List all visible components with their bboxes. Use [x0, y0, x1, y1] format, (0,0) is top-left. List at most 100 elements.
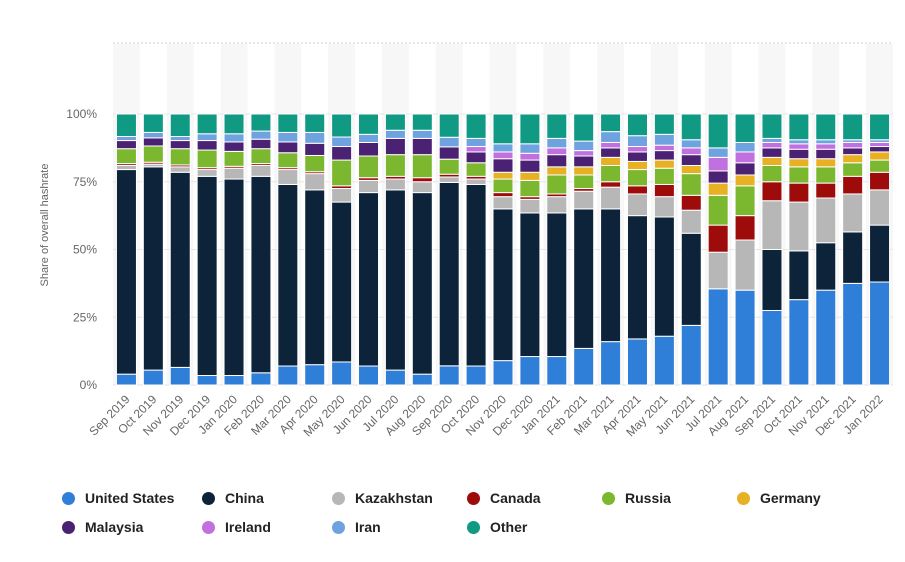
bar-segment[interactable] [653, 150, 675, 161]
bar-segment[interactable] [196, 133, 218, 142]
bar-segment[interactable] [250, 148, 272, 165]
bar-segment[interactable] [411, 129, 433, 139]
bar-segment[interactable] [869, 146, 891, 153]
bar-segment[interactable] [653, 335, 675, 386]
bar-segment[interactable] [600, 164, 622, 183]
bar-segment[interactable] [465, 113, 487, 139]
bar-segment[interactable] [761, 309, 783, 386]
bar-segment[interactable] [546, 196, 568, 214]
bar-segment[interactable] [223, 133, 245, 143]
bar-segment[interactable] [600, 147, 622, 158]
bar-segment[interactable] [734, 141, 756, 153]
bar-segment[interactable] [842, 282, 864, 386]
bar-segment[interactable] [331, 159, 353, 187]
bar-segment[interactable] [573, 166, 595, 176]
bar-segment[interactable] [411, 154, 433, 179]
bar-segment[interactable] [358, 141, 380, 157]
bar-segment[interactable] [707, 170, 729, 184]
bar-segment[interactable] [626, 160, 648, 171]
bar-segment[interactable] [169, 366, 191, 386]
bar-segment[interactable] [842, 175, 864, 195]
bar-segment[interactable] [519, 198, 541, 214]
bar-segment[interactable] [680, 324, 702, 386]
bar-segment[interactable] [626, 135, 648, 148]
bar-segment[interactable] [438, 176, 460, 183]
bar-segment[interactable] [653, 113, 675, 135]
bar-segment[interactable] [788, 299, 810, 386]
bar-segment[interactable] [546, 174, 568, 195]
bar-segment[interactable] [304, 142, 326, 156]
bar-segment[interactable] [358, 179, 380, 194]
bar-segment[interactable] [142, 113, 164, 133]
bar-segment[interactable] [653, 196, 675, 218]
bar-segment[interactable] [519, 171, 541, 181]
bar-segment[interactable] [115, 169, 137, 375]
bar-segment[interactable] [196, 169, 218, 177]
bar-segment[interactable] [869, 113, 891, 141]
bar-segment[interactable] [411, 373, 433, 386]
bar-segment[interactable] [600, 341, 622, 386]
bar-segment[interactable] [761, 164, 783, 183]
bar-segment[interactable] [600, 131, 622, 143]
bar-segment[interactable] [707, 113, 729, 149]
bar-segment[interactable] [707, 288, 729, 386]
bar-segment[interactable] [680, 194, 702, 211]
bar-segment[interactable] [223, 178, 245, 377]
bar-segment[interactable] [492, 192, 514, 198]
bar-segment[interactable] [600, 141, 622, 149]
bar-segment[interactable] [815, 139, 837, 145]
bar-segment[interactable] [250, 175, 272, 374]
bar-segment[interactable] [788, 201, 810, 252]
bar-segment[interactable] [223, 141, 245, 152]
bar-segment[interactable] [519, 179, 541, 198]
bar-segment[interactable] [680, 232, 702, 326]
bar-segment[interactable] [465, 183, 487, 367]
bar-segment[interactable] [788, 113, 810, 141]
bar-segment[interactable] [196, 175, 218, 377]
bar-segment[interactable] [223, 150, 245, 167]
bar-segment[interactable] [277, 365, 299, 386]
bar-segment[interactable] [842, 231, 864, 284]
bar-segment[interactable] [626, 193, 648, 217]
bar-segment[interactable] [842, 193, 864, 233]
bar-segment[interactable] [815, 158, 837, 168]
bar-segment[interactable] [196, 113, 218, 135]
bar-segment[interactable] [250, 164, 272, 177]
bar-segment[interactable] [384, 369, 406, 386]
bar-segment[interactable] [707, 194, 729, 226]
bar-segment[interactable] [411, 137, 433, 156]
bar-segment[interactable] [519, 356, 541, 386]
bar-segment[interactable] [815, 289, 837, 386]
bar-segment[interactable] [438, 365, 460, 386]
bar-segment[interactable] [492, 208, 514, 362]
bar-segment[interactable] [331, 146, 353, 161]
bar-segment[interactable] [250, 138, 272, 150]
bar-segment[interactable] [869, 224, 891, 283]
legend-item[interactable]: Other [467, 519, 527, 535]
bar-segment[interactable] [331, 201, 353, 363]
bar-segment[interactable] [734, 215, 756, 241]
bar-segment[interactable] [358, 192, 380, 367]
bar-segment[interactable] [331, 113, 353, 138]
bar-segment[interactable] [142, 166, 164, 371]
bar-segment[interactable] [492, 196, 514, 210]
bar-segment[interactable] [169, 135, 191, 142]
bar-segment[interactable] [384, 189, 406, 371]
bar-segment[interactable] [869, 189, 891, 226]
legend-item[interactable]: Canada [467, 490, 541, 506]
bar-segment[interactable] [761, 181, 783, 202]
bar-segment[interactable] [788, 250, 810, 301]
bar-segment[interactable] [492, 178, 514, 194]
bar-segment[interactable] [680, 147, 702, 156]
bar-segment[interactable] [761, 249, 783, 311]
bar-segment[interactable] [653, 216, 675, 337]
bar-segment[interactable] [411, 177, 433, 183]
bar-segment[interactable] [465, 365, 487, 386]
bar-segment[interactable] [573, 190, 595, 210]
bar-segment[interactable] [115, 113, 137, 137]
bar-segment[interactable] [653, 144, 675, 152]
bar-segment[interactable] [115, 164, 137, 171]
bar-segment[interactable] [815, 113, 837, 141]
bar-segment[interactable] [788, 143, 810, 150]
bar-segment[interactable] [680, 209, 702, 234]
